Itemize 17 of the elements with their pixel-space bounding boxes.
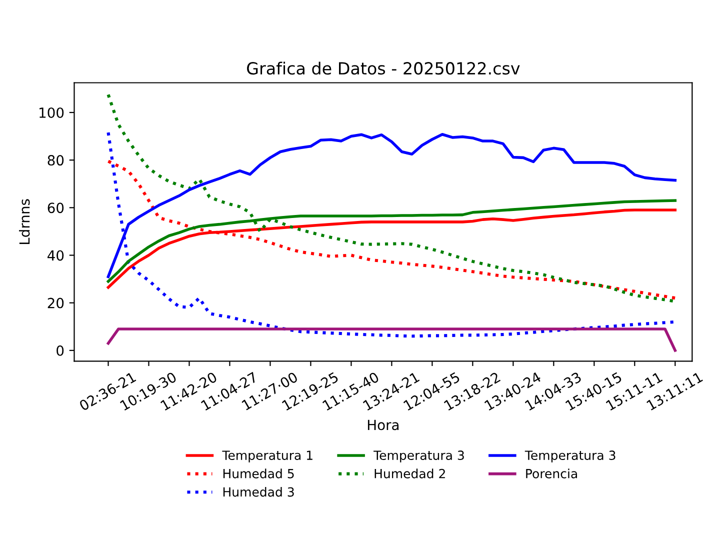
y-tick-label: 0 xyxy=(56,345,64,356)
y-tick-label: 80 xyxy=(48,155,64,166)
legend-label: Porencia xyxy=(526,468,577,478)
y-tick-label: 100 xyxy=(40,107,64,118)
y-tick-label: 20 xyxy=(48,298,64,308)
line-series xyxy=(106,160,677,300)
chart-title: Grafica de Datos - 20250122.csv xyxy=(247,62,520,75)
legend-label: Temperatura 3 xyxy=(524,450,616,462)
y-tick-label: 60 xyxy=(48,202,64,214)
y-tick-label: 40 xyxy=(48,250,64,261)
legend-label: Humedad 5 xyxy=(223,468,294,478)
legend-label: Humedad 3 xyxy=(223,487,294,497)
x-axis-title: Hora xyxy=(368,420,399,430)
legend-label: Temperatura 3 xyxy=(374,450,464,462)
legend-label: Temperatura 1 xyxy=(222,450,312,462)
y-axis-title: Ldrnns xyxy=(19,199,30,244)
legend-label: Humedad 2 xyxy=(374,468,445,478)
